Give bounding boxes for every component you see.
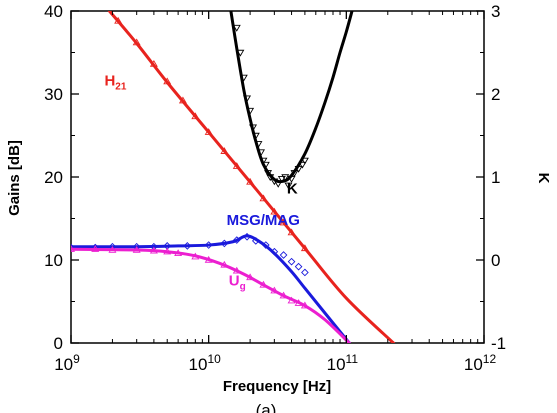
curve-label-h21: H21: [104, 73, 126, 93]
y-tick-label-left: 10: [44, 251, 63, 270]
y-axis-label-right: K: [535, 173, 552, 184]
caption-fragment: (a): [256, 401, 277, 413]
y-tick-label-left: 20: [44, 168, 63, 187]
curve-label-ug: Ug: [229, 273, 246, 293]
line-ug: [71, 247, 351, 343]
x-tick-label: 1012: [464, 352, 497, 374]
y-tick-label-right: -1: [491, 334, 506, 353]
x-axis-label: Frequency [Hz]: [223, 378, 331, 395]
curve-label-k: K: [287, 181, 298, 198]
y-tick-label-right: 2: [491, 85, 500, 104]
curve-label-msg-mag: MSG/MAG: [227, 212, 300, 229]
marker-k: [300, 157, 309, 165]
series-h21: [107, 11, 395, 343]
marker-k: [277, 175, 286, 183]
marker-k: [284, 182, 293, 190]
x-tick-label: 109: [54, 352, 80, 374]
marker-k: [298, 161, 307, 169]
series-msg-mag: [71, 232, 351, 343]
marker-msg-mag: [301, 268, 309, 277]
marker-msg-mag: [294, 262, 303, 271]
y-tick-label-left: 0: [54, 334, 63, 353]
line-k: [229, 11, 354, 184]
y-tick-label-right: 1: [491, 168, 500, 187]
line-h21: [107, 11, 395, 343]
y-tick-label-right: 0: [491, 251, 500, 270]
marker-msg-mag: [287, 257, 296, 266]
x-tick-label: 1011: [327, 352, 359, 374]
x-tick-label: 1010: [189, 352, 222, 374]
marker-k: [281, 174, 290, 182]
y-axis-label-left: Gains [dB]: [6, 140, 23, 216]
series-k: [229, 11, 354, 190]
marker-msg-mag: [279, 251, 288, 259]
line-msg-mag: [71, 234, 351, 343]
y-tick-label-right: 3: [491, 2, 500, 21]
y-tick-label-left: 30: [44, 85, 63, 104]
series-ug: [71, 245, 351, 343]
marker-k: [232, 24, 241, 32]
y-tick-label-left: 40: [44, 2, 63, 21]
